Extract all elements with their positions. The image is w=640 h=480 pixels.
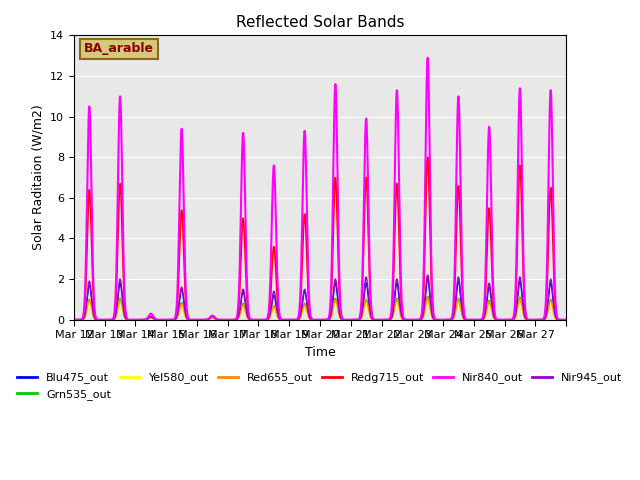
Red655_out (424, 295, 431, 300)
Nir840_out (455, 96, 463, 101)
Legend: Blu475_out, Grn535_out, Yel580_out, Red655_out, Redg715_out, Nir840_out, Nir945_: Blu475_out, Grn535_out, Yel580_out, Red6… (13, 368, 627, 404)
Line: Blu475_out: Blu475_out (74, 279, 566, 320)
Nir840_out (492, 314, 499, 320)
Nir840_out (424, 55, 431, 60)
Line: Grn535_out: Grn535_out (74, 296, 566, 320)
Blu475_out (455, 278, 463, 284)
Nir945_out (338, 316, 346, 322)
Yel580_out (455, 300, 463, 306)
Line: Redg715_out: Redg715_out (74, 157, 566, 320)
Red655_out (562, 317, 570, 323)
Redg715_out (492, 315, 499, 321)
Red655_out (455, 297, 463, 302)
X-axis label: Time: Time (305, 346, 335, 359)
Yel580_out (492, 317, 499, 323)
Blu475_out (562, 317, 570, 323)
Nir945_out (223, 317, 231, 323)
Blu475_out (172, 316, 180, 322)
Red655_out (492, 317, 499, 323)
Grn535_out (338, 317, 346, 323)
Nir945_out (562, 317, 570, 323)
Grn535_out (223, 317, 231, 323)
Blu475_out (492, 316, 499, 322)
Blu475_out (70, 317, 78, 323)
Redg715_out (479, 315, 486, 321)
Title: Reflected Solar Bands: Reflected Solar Bands (236, 15, 404, 30)
Yel580_out (70, 317, 78, 323)
Grn535_out (455, 296, 463, 301)
Red655_out (338, 317, 346, 323)
Nir945_out (455, 275, 463, 280)
Redg715_out (70, 317, 78, 323)
Yel580_out (338, 317, 346, 323)
Nir945_out (492, 316, 499, 322)
Yel580_out (562, 317, 570, 323)
Grn535_out (172, 316, 180, 322)
Blu475_out (338, 316, 346, 322)
Yel580_out (479, 317, 486, 323)
Red655_out (70, 317, 78, 323)
Blu475_out (223, 317, 231, 323)
Nir945_out (364, 290, 372, 296)
Redg715_out (172, 313, 180, 319)
Yel580_out (424, 299, 431, 304)
Redg715_out (162, 317, 170, 323)
Nir945_out (424, 272, 431, 278)
Y-axis label: Solar Raditaion (W/m2): Solar Raditaion (W/m2) (31, 105, 45, 251)
Grn535_out (479, 317, 486, 323)
Grn535_out (364, 304, 372, 310)
Yel580_out (364, 307, 372, 312)
Nir840_out (338, 314, 346, 320)
Red655_out (479, 317, 486, 323)
Line: Yel580_out: Yel580_out (74, 301, 566, 320)
Nir840_out (70, 317, 78, 323)
Nir945_out (70, 317, 78, 323)
Redg715_out (338, 315, 346, 321)
Redg715_out (364, 228, 372, 234)
Grn535_out (492, 317, 499, 323)
Redg715_out (455, 184, 463, 190)
Grn535_out (70, 317, 78, 323)
Blu475_out (479, 316, 486, 322)
Nir840_out (562, 317, 570, 323)
Nir840_out (479, 314, 486, 320)
Blu475_out (424, 276, 431, 282)
Nir840_out (364, 192, 372, 197)
Red655_out (223, 317, 231, 323)
Line: Red655_out: Red655_out (74, 298, 566, 320)
Redg715_out (424, 155, 431, 160)
Blu475_out (364, 294, 372, 300)
Redg715_out (562, 317, 570, 323)
Text: BA_arable: BA_arable (84, 42, 154, 55)
Line: Nir840_out: Nir840_out (74, 58, 566, 320)
Line: Nir945_out: Nir945_out (74, 275, 566, 320)
Yel580_out (172, 316, 180, 322)
Nir840_out (172, 311, 180, 316)
Red655_out (172, 316, 180, 322)
Nir840_out (223, 317, 231, 323)
Yel580_out (223, 317, 231, 323)
Nir945_out (479, 316, 486, 322)
Grn535_out (424, 293, 431, 299)
Red655_out (364, 304, 372, 310)
Nir945_out (172, 316, 180, 322)
Grn535_out (562, 317, 570, 323)
